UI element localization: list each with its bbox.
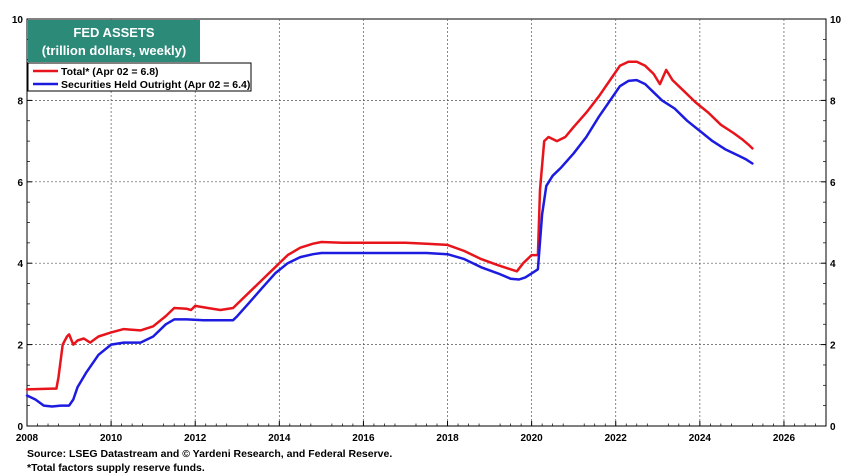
y-tick-label-left-4: 4: [17, 259, 23, 270]
y-tick-label-right-0: 0: [830, 422, 836, 433]
y-tick-label-right-4: 4: [830, 259, 836, 270]
y-tick-label-left-2: 2: [17, 341, 23, 352]
series-line-total: [25, 60, 754, 391]
title-box-background: [28, 20, 200, 62]
x-tick-label-2012: 2012: [184, 433, 207, 444]
x-tick-label-2008: 2008: [16, 433, 39, 444]
x-tick-label-2016: 2016: [352, 433, 375, 444]
legend-box: [27, 62, 252, 92]
legend: Total* (Apr 02 = 6.8) Securities Held Ou…: [27, 62, 252, 92]
y-tick-label-right-6: 6: [830, 178, 836, 189]
y-tick-label-left-10: 10: [12, 15, 24, 26]
legend-label-total: Total* (Apr 02 = 6.8): [61, 66, 159, 78]
x-tick-label-2026: 2026: [773, 433, 796, 444]
y-tick-label-right-8: 8: [830, 96, 836, 107]
x-tick-label-2022: 2022: [605, 433, 628, 444]
x-tick-label-2024: 2024: [689, 433, 712, 444]
legend-label-securities: Securities Held Outright (Apr 02 = 6.4): [61, 79, 250, 91]
y-tick-label-left-8: 8: [17, 96, 23, 107]
footnote: *Total factors supply reserve funds.: [27, 462, 205, 474]
x-tick-label-2018: 2018: [436, 433, 459, 444]
series-line-securities: [25, 78, 754, 408]
y-tick-label-left-6: 6: [17, 178, 23, 189]
x-tick-label-2014: 2014: [268, 433, 291, 444]
title-box: FED ASSETS (trillion dollars, weekly): [28, 20, 200, 62]
y-tick-label-right-2: 2: [830, 341, 836, 352]
source-note: Source: LSEG Datastream and © Yardeni Re…: [27, 448, 393, 460]
y-tick-label-left-0: 0: [17, 422, 23, 433]
chart-title: FED ASSETS: [73, 25, 154, 40]
x-tick-label-2020: 2020: [521, 433, 544, 444]
series-lines: [25, 60, 754, 408]
y-tick-label-right-10: 10: [830, 15, 842, 26]
x-tick-label-2010: 2010: [100, 433, 123, 444]
chart-subtitle: (trillion dollars, weekly): [42, 43, 186, 58]
axis-ticks: 2008 2010 2012 2014 2016 2018 2020 2022 2024 2026…: [12, 15, 842, 444]
